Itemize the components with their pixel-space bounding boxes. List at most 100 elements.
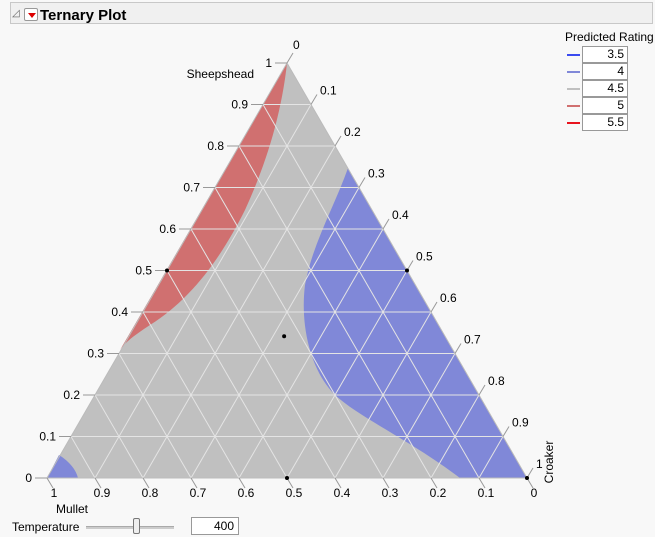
croaker-tick-label: 0.4 <box>392 208 409 222</box>
tick <box>382 218 390 230</box>
croaker-tick-label: 0.3 <box>368 167 385 181</box>
mullet-tick-label: 0.5 <box>286 486 303 500</box>
legend-value[interactable]: 5 <box>582 97 628 114</box>
mullet-tick-label: 0.2 <box>430 486 447 500</box>
tick <box>430 301 438 313</box>
sheepshead-axis-label: Sheepshead <box>187 67 254 81</box>
red-triangle-menu-button[interactable] <box>24 8 38 21</box>
mullet-tick-label: 0.3 <box>382 486 399 500</box>
tick <box>46 477 54 489</box>
gridline-croaker <box>190 187 360 479</box>
mullet-axis-label: Mullet <box>56 502 89 516</box>
sheepshead-tick-label: 0 <box>25 471 32 485</box>
disclosure-triangle-icon[interactable]: ◿ <box>12 8 20 19</box>
design-point <box>405 268 409 273</box>
legend-entry: 5.5 <box>565 114 654 132</box>
tick <box>502 426 510 437</box>
legend-entry: 4 <box>565 63 654 81</box>
legend: Predicted Rating 3.5 4 4.5 5 5.5 <box>565 30 654 132</box>
tick <box>310 94 318 105</box>
tick <box>142 477 150 489</box>
gridline-croaker <box>478 436 504 479</box>
mullet-tick-label: 0 <box>531 486 538 500</box>
gridline-croaker <box>430 394 480 479</box>
croaker-tick-label: 0.7 <box>464 333 481 347</box>
tick <box>334 135 342 147</box>
design-point <box>165 268 169 273</box>
tick <box>478 477 486 489</box>
tick <box>190 477 198 489</box>
mullet-tick-label: 0.1 <box>478 486 495 500</box>
legend-value[interactable]: 5.5 <box>582 114 628 131</box>
tick <box>382 477 390 489</box>
croaker-axis-label: Croaker <box>542 441 556 484</box>
gridline-croaker <box>334 311 432 479</box>
sheepshead-tick-label: 0.3 <box>87 347 104 361</box>
tick <box>478 384 486 396</box>
tick <box>286 52 294 64</box>
sheepshead-tick-label: 1 <box>265 56 272 70</box>
temperature-input[interactable]: 400 <box>191 517 239 535</box>
temperature-slider-thumb[interactable] <box>133 518 140 534</box>
croaker-tick-label: 0.1 <box>320 84 337 98</box>
sheepshead-tick-label: 0.4 <box>111 305 128 319</box>
legend-swatch <box>567 71 580 73</box>
legend-swatch <box>567 122 580 124</box>
croaker-tick-label: 1 <box>536 457 543 471</box>
mullet-tick-label: 0.6 <box>238 486 255 500</box>
gridline-croaker <box>94 104 312 479</box>
legend-title: Predicted Rating <box>565 30 654 44</box>
temperature-label: Temperature <box>12 520 80 534</box>
report-title: Ternary Plot <box>40 7 127 24</box>
legend-entry: 4.5 <box>565 80 654 98</box>
legend-entry: 3.5 <box>565 46 654 64</box>
mullet-tick-label: 0.8 <box>142 486 159 500</box>
gridline-mullet <box>262 104 480 479</box>
mullet-tick-label: 0.7 <box>190 486 207 500</box>
legend-swatch <box>567 105 580 107</box>
gridline-mullet <box>142 311 240 479</box>
gridline-mullet <box>118 353 192 479</box>
croaker-tick-label: 0.5 <box>416 250 433 264</box>
mullet-tick-label: 0.9 <box>94 486 111 500</box>
croaker-tick-label: 0.9 <box>512 416 529 430</box>
sheepshead-tick-label: 0.1 <box>39 430 56 444</box>
gridline-mullet <box>166 270 288 479</box>
region-4-corner <box>47 455 78 478</box>
mullet-tick-label: 0.4 <box>334 486 351 500</box>
gridline-mullet <box>214 187 384 479</box>
gridline-mullet <box>94 394 144 479</box>
sheepshead-tick-label: 0.2 <box>63 388 80 402</box>
design-point <box>525 476 529 480</box>
sheepshead-tick-label: 0.5 <box>135 264 152 278</box>
sheepshead-tick-label: 0.7 <box>183 181 200 195</box>
gridline-croaker <box>382 353 456 479</box>
legend-value[interactable]: 3.5 <box>582 46 628 63</box>
legend-value[interactable]: 4 <box>582 63 628 80</box>
tick <box>94 477 102 489</box>
design-point <box>285 476 289 480</box>
legend-swatch <box>567 88 580 90</box>
sheepshead-tick-label: 0.6 <box>159 222 176 236</box>
sheepshead-tick-label: 0.8 <box>207 139 224 153</box>
croaker-tick-label: 0.2 <box>344 125 361 139</box>
tick <box>358 177 366 188</box>
legend-swatch <box>567 54 580 56</box>
legend-value[interactable]: 4.5 <box>582 80 628 97</box>
tick <box>430 477 438 489</box>
region-4 <box>303 168 527 478</box>
ternary-plot-header: ◿ Ternary Plot <box>10 2 653 24</box>
croaker-tick-label: 0 <box>293 38 300 52</box>
mullet-tick-label: 1 <box>51 486 58 500</box>
croaker-tick-label: 0.8 <box>488 374 505 388</box>
tick <box>334 477 342 489</box>
tick <box>238 477 246 489</box>
legend-entry: 5 <box>565 97 654 115</box>
temperature-slider-track[interactable] <box>86 526 174 529</box>
sheepshead-tick-label: 0.9 <box>231 98 248 112</box>
croaker-tick-label: 0.6 <box>440 291 457 305</box>
gridline-croaker <box>286 270 408 479</box>
gridline-mullet <box>70 436 96 479</box>
tick <box>454 343 462 354</box>
